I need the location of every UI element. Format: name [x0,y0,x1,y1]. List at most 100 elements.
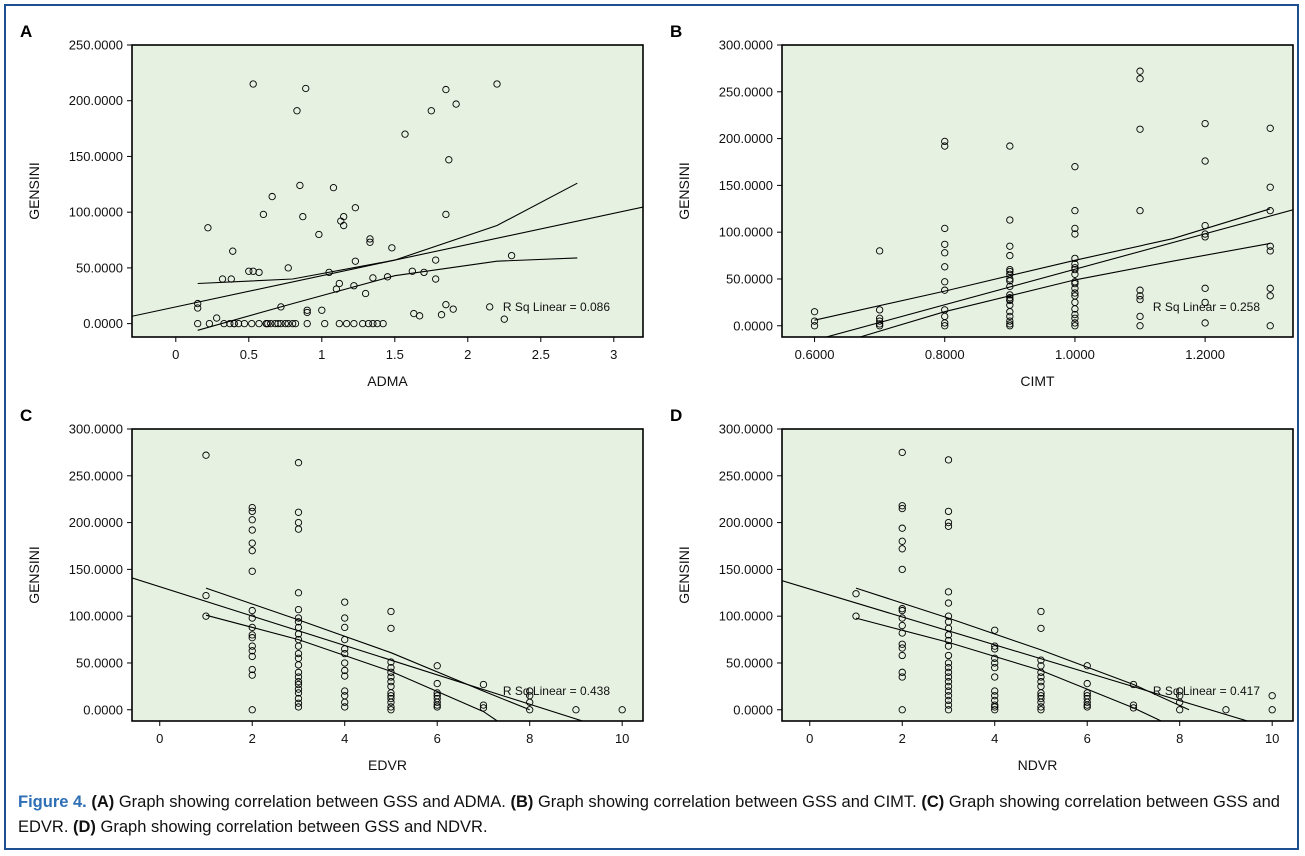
plot-content [782,448,1276,721]
data-point [875,247,884,255]
data-point [1129,704,1138,712]
data-point [433,679,441,688]
data-point [359,319,367,328]
data-point [1266,207,1274,215]
data-point [852,590,860,598]
y-axis-label: GENSINI [676,162,692,220]
data-point [284,319,292,328]
data-point [229,247,237,255]
data-point [479,701,488,709]
data-point [387,664,395,672]
data-point [991,659,999,667]
data-point [944,706,953,714]
y-tick-label: 250.0000 [69,38,123,53]
data-point [1006,251,1014,260]
data-point [341,703,349,711]
data-point [944,522,953,530]
data-point [432,275,440,283]
data-point [433,703,441,711]
data-point [294,649,303,658]
data-point [294,699,303,707]
data-point [294,685,303,693]
data-point [898,629,906,637]
data-point [341,698,349,706]
data-point [991,703,999,711]
data-point [271,319,279,328]
data-point [341,672,349,680]
data-point [248,634,256,642]
ci-lower-curve [859,242,1271,337]
data-point [1136,286,1144,294]
data-point [944,692,953,700]
caption-tag-b: (B) [510,793,534,811]
panel-letter: D [670,406,682,425]
data-point [294,689,303,697]
x-tick-label: 2 [249,731,256,746]
data-point [1136,292,1144,300]
data-point [526,698,534,706]
data-point [486,303,494,311]
data-point [341,649,349,658]
data-point [1071,207,1079,215]
data-point [1266,183,1274,191]
data-point [898,621,906,630]
data-point [944,687,953,695]
data-point [248,647,256,655]
data-point [321,319,329,328]
data-point [898,537,906,545]
data-point [366,235,374,243]
data-point [248,706,256,714]
x-tick-label: 0 [156,731,163,746]
data-point [427,107,435,115]
data-point [1037,678,1045,686]
data-point [944,678,953,686]
data-point [1071,305,1079,313]
plot-area [132,45,643,337]
y-tick-label: 0.0000 [83,702,123,717]
r-sq-label: R Sq Linear = 0.417 [1153,684,1260,698]
data-point [1201,233,1209,241]
data-point [1006,296,1014,305]
data-point [259,210,268,219]
data-point [479,704,488,712]
y-axis-label: GENSINI [676,546,692,604]
x-tick-label: 2.5 [532,347,550,362]
data-point [248,671,256,679]
y-tick-label: 300.0000 [719,422,773,437]
data-point [1006,275,1014,283]
data-point [248,665,256,674]
data-point [315,230,323,239]
data-point [944,682,953,691]
x-tick-label: 10 [1265,731,1279,746]
data-point [1083,662,1091,670]
data-point [341,659,349,667]
data-point [277,303,285,311]
data-point [274,319,282,328]
data-point [1071,319,1079,327]
panel-letter: A [20,22,32,41]
data-point [1136,295,1144,304]
data-point [1083,701,1091,709]
y-tick-label: 250.0000 [69,468,123,483]
data-point [240,319,249,328]
data-point [408,267,416,275]
data-point [875,306,884,314]
data-point [944,636,953,645]
data-point [991,642,999,650]
data-point [898,668,906,676]
data-point [387,624,395,632]
data-point [1266,292,1274,300]
data-point [194,299,202,308]
data-point [1037,698,1045,706]
data-point [898,614,906,622]
ci-upper-curve [197,182,578,285]
data-point [350,282,358,290]
data-point [1037,689,1045,697]
data-point [294,614,303,622]
ci-upper-curve [205,587,530,711]
data-point [294,459,303,467]
x-tick-label: 1.5 [386,347,404,362]
data-point [1268,692,1276,700]
data-point [1266,322,1274,330]
data-point [1176,706,1184,714]
